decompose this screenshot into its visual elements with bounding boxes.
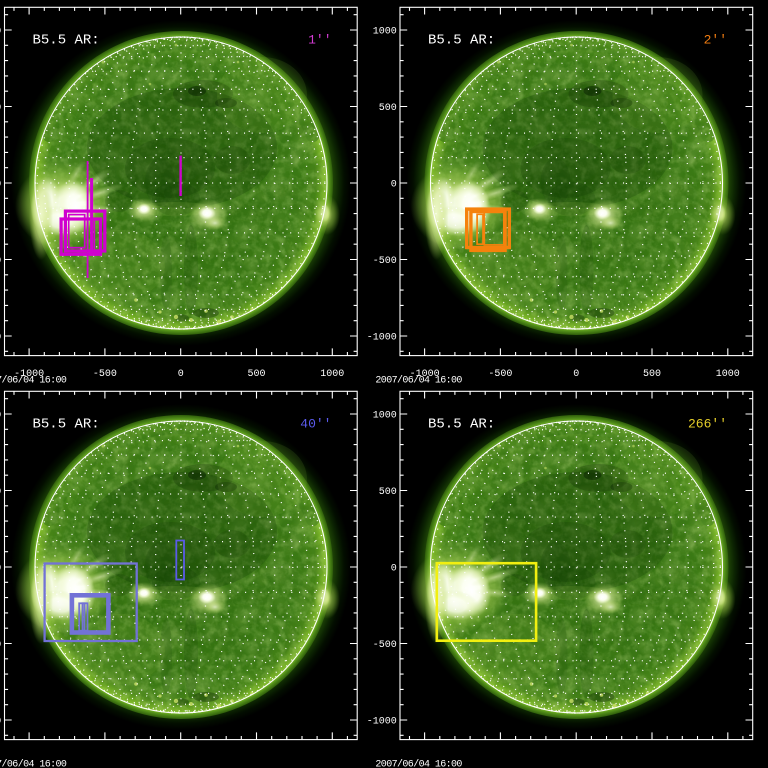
svg-text:-1000: -1000 bbox=[14, 369, 44, 380]
svg-text:-500: -500 bbox=[488, 369, 512, 380]
svg-text:1000: 1000 bbox=[716, 369, 740, 380]
svg-text:0: 0 bbox=[178, 369, 184, 380]
svg-text:266'': 266'' bbox=[688, 416, 727, 431]
svg-text:1000: 1000 bbox=[320, 369, 344, 380]
svg-text:1'': 1'' bbox=[308, 32, 331, 47]
svg-text:500: 500 bbox=[247, 369, 265, 380]
svg-text:500: 500 bbox=[643, 369, 661, 380]
svg-text:2'': 2'' bbox=[704, 32, 727, 47]
svg-text:40'': 40'' bbox=[300, 416, 331, 431]
svg-text:-1000: -1000 bbox=[410, 369, 440, 380]
svg-text:0: 0 bbox=[573, 369, 579, 380]
svg-text:-500: -500 bbox=[93, 369, 117, 380]
